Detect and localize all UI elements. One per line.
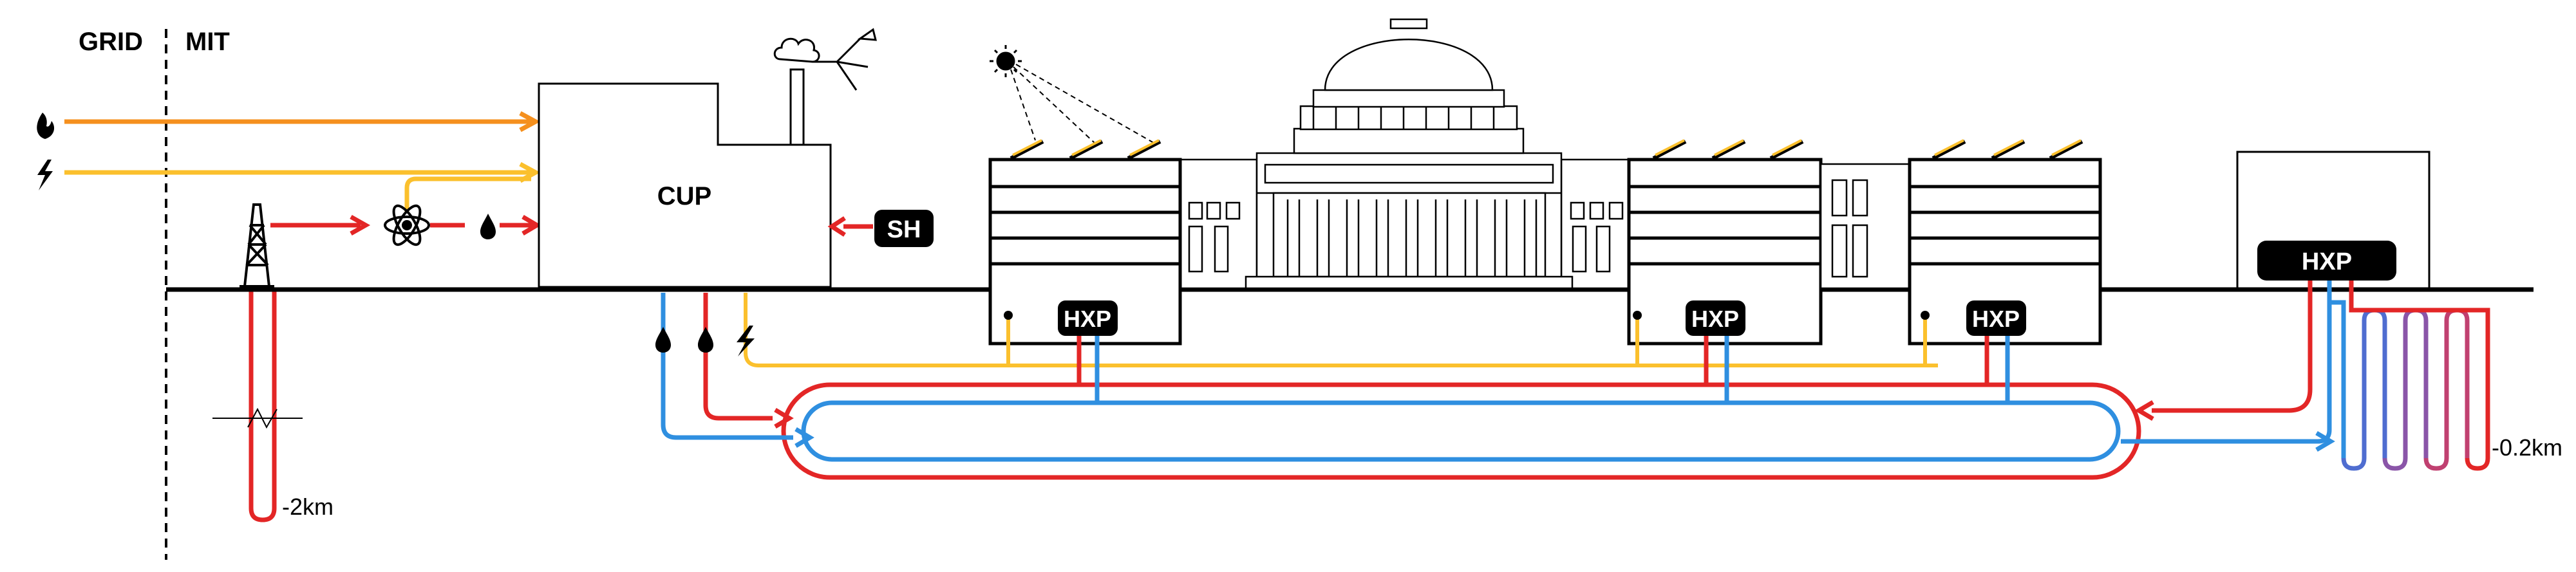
remote-hot-return: [2152, 278, 2310, 411]
hxp-label-remote: HXP: [2302, 248, 2352, 275]
great-dome-building: [1180, 19, 1629, 288]
connector-building: [1821, 164, 1910, 288]
deep-well-loop: [251, 290, 274, 520]
water-drop-icon: [655, 327, 671, 353]
solar-panel-icon: [1933, 140, 2082, 158]
hxp-label-2: HXP: [1691, 306, 1739, 332]
water-drop-icon: [480, 214, 496, 239]
solar-heat-label: SH: [887, 216, 921, 243]
hot-loop-outer: [784, 385, 2139, 477]
remote-hot-arrowhead: [2139, 402, 2153, 419]
fire-icon: [37, 113, 54, 139]
hxp-label-3: HXP: [1972, 306, 2020, 332]
grid-label: GRID: [79, 28, 143, 56]
cold-loop-inner: [804, 403, 2118, 459]
building-2-electric-node: [1633, 311, 1642, 320]
building-3-electric-node: [1921, 311, 1930, 320]
mit-label: MIT: [185, 28, 230, 56]
shallow-field-depth-label: -0.2km: [2492, 434, 2562, 461]
solar-heat-arrowhead: [832, 218, 845, 235]
electric-branch-line: [407, 179, 531, 212]
sun-icon: [990, 45, 1022, 77]
deep-well-depth-label: -2km: [282, 494, 334, 520]
plant-smokestack: [791, 69, 804, 145]
lightning-icon: [37, 160, 53, 190]
hxp-label-1: HXP: [1064, 306, 1111, 332]
water-drop-icon: [698, 327, 713, 353]
shallow-geothermal-field: [2329, 281, 2488, 468]
solar-panel-icon: [1011, 140, 1160, 158]
plant-label: CUP: [657, 182, 711, 210]
sun-beams: [1011, 64, 1154, 143]
plant-hot-feed: [706, 293, 773, 418]
drilling-rig-icon: [240, 205, 274, 286]
solar-panel-icon: [1653, 140, 1803, 158]
building-1-electric-node: [1004, 311, 1013, 320]
